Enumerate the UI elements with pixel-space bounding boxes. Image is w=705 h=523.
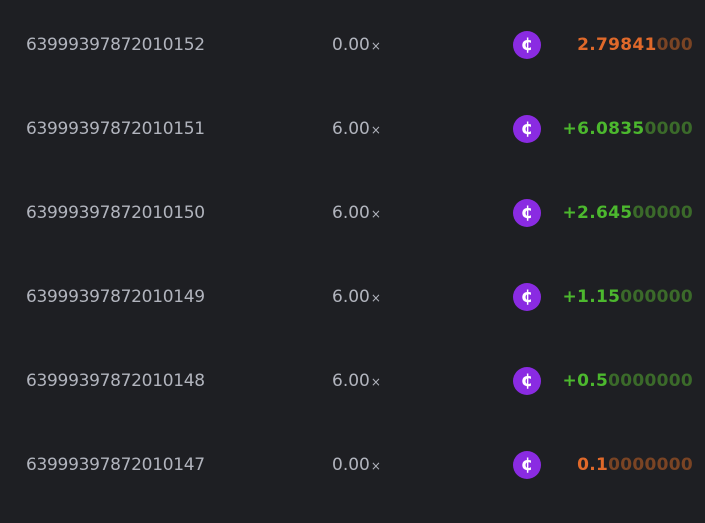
multiplier-suffix: × xyxy=(370,207,381,221)
multiplier-value: 0.00 xyxy=(332,35,370,55)
bet-row[interactable]: 63999397872010150 6.00× ¢ +2.64500000 xyxy=(0,171,705,255)
bet-id: 63999397872010147 xyxy=(26,455,205,475)
multiplier: 0.00× xyxy=(332,3,381,88)
bet-row[interactable]: 63999397872010152 0.00× ¢ 2.79841000 xyxy=(0,3,705,87)
multiplier-value: 6.00 xyxy=(332,203,370,223)
multiplier-value: 6.00 xyxy=(332,287,370,307)
bet-id: 63999397872010150 xyxy=(26,203,205,223)
bet-id: 63999397872010151 xyxy=(26,119,205,139)
cent-coin-icon: ¢ xyxy=(513,451,541,479)
multiplier-value: 0.00 xyxy=(332,455,370,475)
amount-main: 0.1 xyxy=(577,455,609,475)
multiplier-suffix: × xyxy=(370,39,381,53)
bet-row[interactable]: 63999397872010149 6.00× ¢ +1.15000000 xyxy=(0,255,705,339)
payout-amount: +6.08350000 xyxy=(563,87,693,171)
multiplier: 6.00× xyxy=(332,171,381,256)
amount-main: +0.5 xyxy=(562,371,609,391)
multiplier-value: 6.00 xyxy=(332,371,370,391)
multiplier-value: 6.00 xyxy=(332,119,370,139)
cent-coin-icon: ¢ xyxy=(513,31,541,59)
multiplier: 6.00× xyxy=(332,87,381,172)
cent-coin-icon: ¢ xyxy=(513,199,541,227)
bet-row[interactable]: 63999397872010147 0.00× ¢ 0.10000000 xyxy=(0,423,705,507)
multiplier: 6.00× xyxy=(332,339,381,424)
amount-trailing-zeros: 0000000 xyxy=(608,455,693,475)
amount-trailing-zeros: 0000000 xyxy=(608,371,693,391)
bet-id: 63999397872010152 xyxy=(26,35,205,55)
amount-trailing-zeros: 000 xyxy=(656,35,693,55)
multiplier-suffix: × xyxy=(370,123,381,137)
payout-amount: +1.15000000 xyxy=(563,255,693,339)
cent-coin-icon: ¢ xyxy=(513,367,541,395)
amount-main: 2.79841 xyxy=(577,35,657,55)
multiplier-suffix: × xyxy=(370,291,381,305)
amount-trailing-zeros: 0000 xyxy=(644,119,693,139)
amount-main: +1.15 xyxy=(562,287,621,307)
multiplier-suffix: × xyxy=(370,375,381,389)
multiplier-suffix: × xyxy=(370,459,381,473)
multiplier: 6.00× xyxy=(332,255,381,340)
bet-row[interactable]: 63999397872010151 6.00× ¢ +6.08350000 xyxy=(0,87,705,171)
multiplier: 0.00× xyxy=(332,423,381,508)
bet-id: 63999397872010148 xyxy=(26,371,205,391)
payout-amount: 0.10000000 xyxy=(577,423,693,507)
amount-trailing-zeros: 000000 xyxy=(620,287,693,307)
payout-amount: +0.50000000 xyxy=(563,339,693,423)
amount-main: +6.0835 xyxy=(562,119,645,139)
amount-main: +2.645 xyxy=(562,203,633,223)
payout-amount: 2.79841000 xyxy=(577,3,693,87)
amount-trailing-zeros: 00000 xyxy=(632,203,693,223)
cent-coin-icon: ¢ xyxy=(513,283,541,311)
bet-row[interactable]: 63999397872010148 6.00× ¢ +0.50000000 xyxy=(0,339,705,423)
bet-id: 63999397872010149 xyxy=(26,287,205,307)
payout-amount: +2.64500000 xyxy=(563,171,693,255)
cent-coin-icon: ¢ xyxy=(513,115,541,143)
